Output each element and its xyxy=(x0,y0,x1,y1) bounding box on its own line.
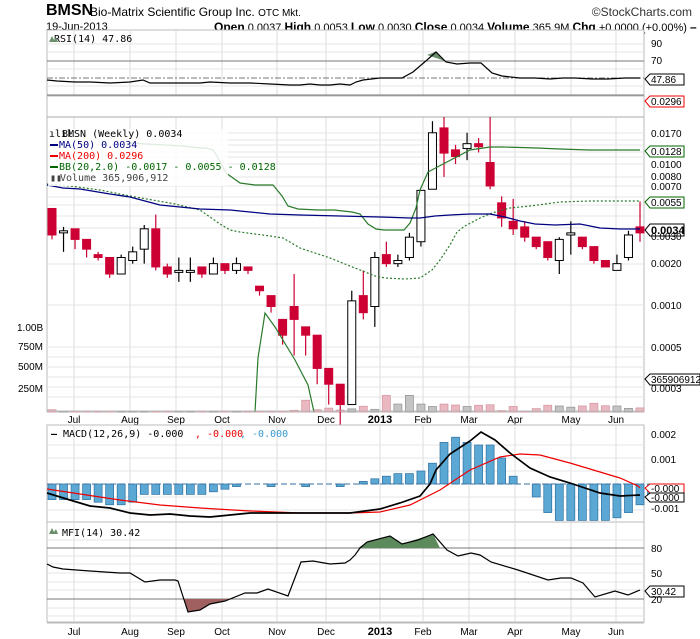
svg-text:0.0003: 0.0003 xyxy=(651,384,682,395)
svg-text:0.002: 0.002 xyxy=(651,430,676,441)
svg-text:50: 50 xyxy=(651,569,663,580)
svg-text:0.0055: 0.0055 xyxy=(651,198,682,209)
svg-text:250M: 250M xyxy=(18,384,43,395)
x-axis-label: Mar xyxy=(460,627,478,638)
x-axis-label: Feb xyxy=(414,415,432,426)
svg-text:750M: 750M xyxy=(18,342,43,353)
svg-text:0.0010: 0.0010 xyxy=(651,301,682,312)
svg-text:, -0.000: , -0.000 xyxy=(240,429,288,440)
svg-text:0.0170: 0.0170 xyxy=(651,129,682,140)
svg-text:0.0030: 0.0030 xyxy=(651,232,682,243)
svg-text:500M: 500M xyxy=(18,362,43,373)
x-axis-label: Jun xyxy=(608,415,624,426)
svg-text:0.001: 0.001 xyxy=(651,455,676,466)
x-axis-label: Nov xyxy=(268,415,286,426)
svg-text:BB(20,2.0) -0.0017 - 0.0055 -: BB(20,2.0) -0.0017 - 0.0055 - 0.0128 xyxy=(59,162,276,173)
mfi-panel: MFI(14) 30.42 80 50 30.42 20 xyxy=(47,522,684,622)
svg-text:80: 80 xyxy=(651,544,663,555)
x-axis-label: Jul xyxy=(68,627,81,638)
svg-text:Volume 365,906,912: Volume 365,906,912 xyxy=(60,173,168,184)
x-axis-label: Jul xyxy=(68,415,81,426)
svg-text:0.0005: 0.0005 xyxy=(651,343,682,354)
svg-text:90: 90 xyxy=(651,39,663,50)
stock-chart: RSI(14) 47.86 90 70 47.86 0.0296 0.0128 … xyxy=(0,0,700,639)
x-axis-label: Mar xyxy=(460,415,478,426)
svg-text:MFI(14) 30.42: MFI(14) 30.42 xyxy=(62,528,140,539)
svg-text:47.86: 47.86 xyxy=(651,75,676,86)
x-axis-top: Jul Aug Sep Oct Nov Dec 2013 Feb Mar Apr May Jun xyxy=(47,411,644,426)
x-axis-label: Nov xyxy=(268,627,286,638)
x-axis-label: Apr xyxy=(507,415,523,426)
svg-text:-0.000: -0.000 xyxy=(651,493,680,504)
x-axis-label: Dec xyxy=(317,415,335,426)
rsi-label: RSI(14) 47.86 xyxy=(54,34,132,45)
svg-text:0.0020: 0.0020 xyxy=(651,259,682,270)
svg-text:—: — xyxy=(51,429,58,440)
x-axis-label: Oct xyxy=(214,627,230,638)
x-axis-label: Jun xyxy=(608,627,624,638)
svg-text:, -0.000: , -0.000 xyxy=(195,429,243,440)
svg-text:-0.001: -0.001 xyxy=(651,504,680,515)
svg-text:0.0100: 0.0100 xyxy=(651,160,682,171)
x-axis-label: 2013 xyxy=(368,414,392,426)
x-axis-label: 2013 xyxy=(368,626,392,638)
x-axis-label: May xyxy=(562,415,581,426)
x-axis-bottom: Jul Aug Sep Oct Nov Dec 2013 Feb Mar Apr May Jun xyxy=(47,623,644,638)
x-axis-label: Apr xyxy=(507,627,523,638)
macd-panel: — MACD(12,26,9) -0.000 , -0.000 , -0.000… xyxy=(47,425,684,522)
svg-text:MA(50) 0.0034: MA(50) 0.0034 xyxy=(59,140,137,151)
x-axis-label: Dec xyxy=(317,627,335,638)
svg-text:0.0296: 0.0296 xyxy=(651,97,682,108)
x-axis-label: Aug xyxy=(121,627,139,638)
x-axis-label: Aug xyxy=(121,415,139,426)
rsi-panel: RSI(14) 47.86 90 70 47.86 xyxy=(47,30,684,96)
svg-text:1.00B: 1.00B xyxy=(17,323,43,334)
x-axis-label: May xyxy=(562,627,581,638)
svg-text:BMSN (Weekly) 0.0034: BMSN (Weekly) 0.0034 xyxy=(62,129,182,140)
x-axis-label: Feb xyxy=(414,627,432,638)
x-axis-label: Sep xyxy=(167,627,185,638)
svg-text:20: 20 xyxy=(651,595,663,606)
x-axis-label: Oct xyxy=(214,415,230,426)
svg-text:MACD(12,26,9) -0.000: MACD(12,26,9) -0.000 xyxy=(63,429,183,440)
svg-text:ılıl: ılıl xyxy=(49,129,73,140)
svg-text:MA(200) 0.0296: MA(200) 0.0296 xyxy=(59,151,143,162)
price-panel: 0.0296 0.0128 0.0055 0.0034 365906912 0.… xyxy=(17,96,700,433)
svg-text:70: 70 xyxy=(651,56,663,67)
svg-text:0.0128: 0.0128 xyxy=(651,147,682,158)
svg-text:0.0070: 0.0070 xyxy=(651,182,682,193)
x-axis-label: Sep xyxy=(167,415,185,426)
